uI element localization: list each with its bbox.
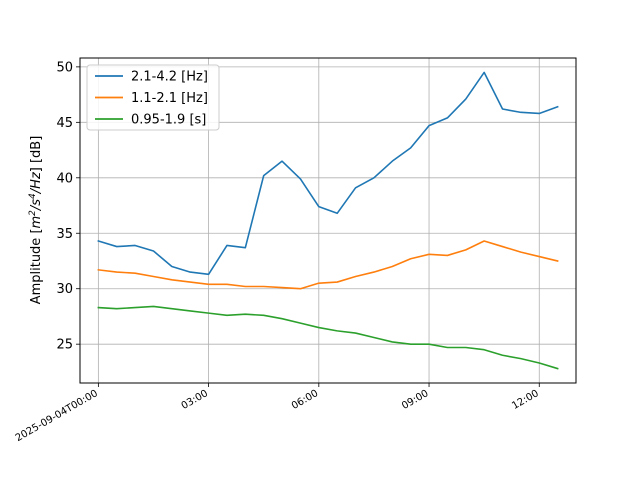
legend-label: 1.1-2.1 [Hz]: [131, 91, 208, 106]
x-tick-label: 03:00: [180, 388, 210, 412]
series-lines: [97, 71, 559, 370]
legend-box: [86, 64, 220, 131]
y-tick-label: 30: [56, 282, 73, 297]
x-tick-label: 12:00: [510, 388, 540, 412]
series-line-2: [97, 305, 559, 370]
series-line-1: [97, 240, 559, 290]
y-tick-label: 25: [56, 338, 73, 353]
series-line-0: [97, 71, 559, 276]
y-axis: 25 30 35 40 45 50: [56, 60, 80, 353]
y-tick-label: 45: [56, 116, 73, 131]
y-tick-label: 50: [56, 60, 73, 75]
legend: 2.1-4.2 [Hz] 1.1-2.1 [Hz] 0.95-1.9 [s]: [86, 64, 220, 131]
x-tick-label: 06:00: [290, 388, 320, 412]
y-axis-label: Amplitude [m2/s4/Hz] [dB]: [28, 136, 44, 305]
legend-label: 2.1-4.2 [Hz]: [131, 70, 208, 85]
x-tick-label: 09:00: [400, 388, 430, 412]
x-tick-label: 2025-09-04T00:00: [14, 388, 100, 444]
legend-label: 0.95-1.9 [s]: [131, 113, 206, 128]
y-tick-label: 35: [56, 227, 73, 242]
y-tick-label: 40: [56, 171, 73, 186]
plot-frame: [79, 57, 577, 384]
x-axis: 2025-09-04T00:00 03:00 06:00 09:00 12:00: [14, 383, 541, 444]
